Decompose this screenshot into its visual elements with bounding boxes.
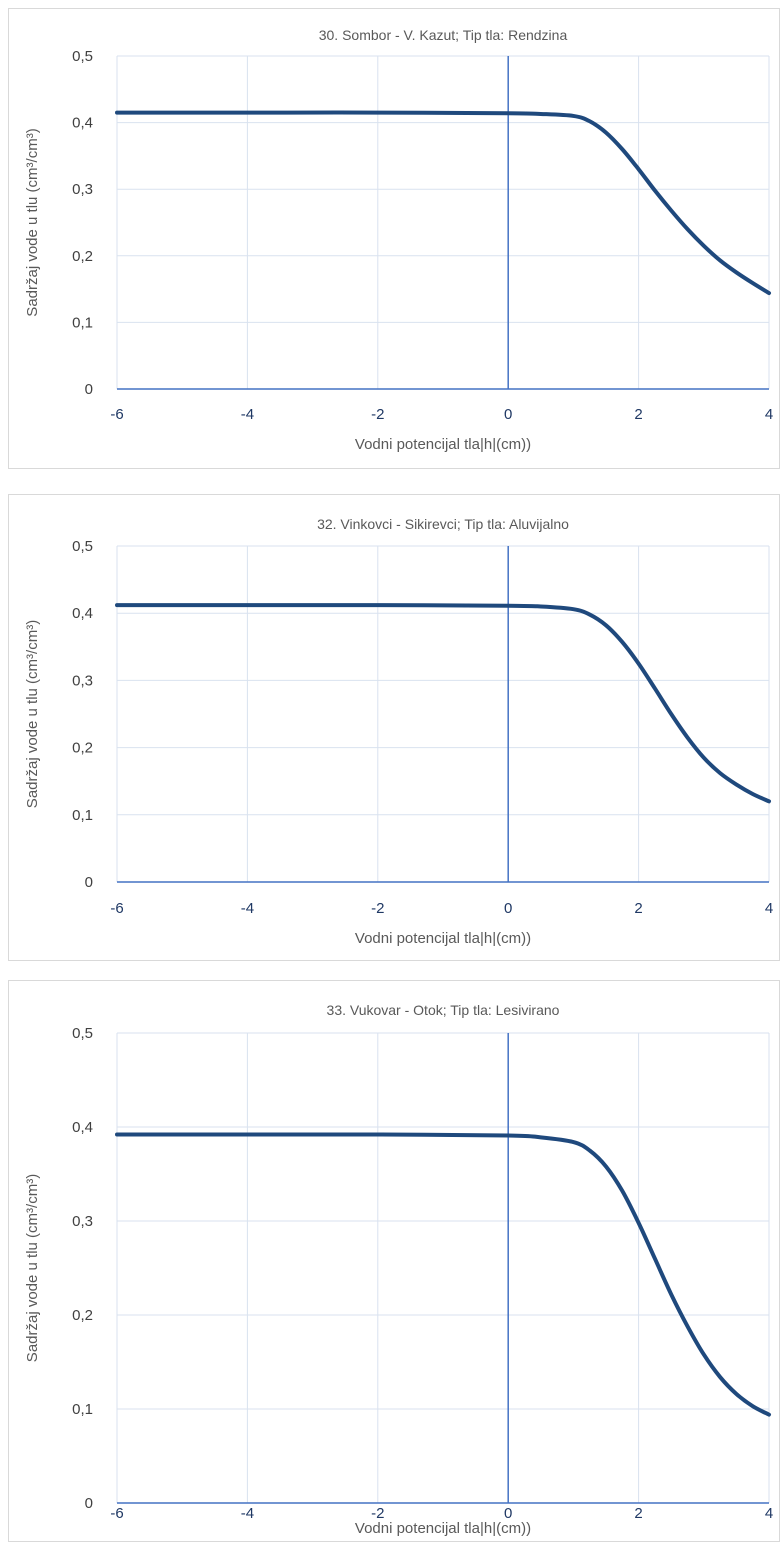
y-tick-label: 0,5 xyxy=(72,48,93,65)
x-tick-label: -2 xyxy=(371,1505,384,1522)
y-tick-label: 0,3 xyxy=(72,672,93,689)
y-tick-label: 0,5 xyxy=(72,1025,93,1042)
series-line xyxy=(115,603,771,804)
y-tick-label: 0,4 xyxy=(72,1119,93,1136)
x-tick-label: 4 xyxy=(765,1505,773,1522)
y-tick-label: 0,2 xyxy=(72,1307,93,1324)
y-tick-label: 0 xyxy=(85,381,93,398)
x-tick-label: -6 xyxy=(110,1505,123,1522)
chart-title: 30. Sombor - V. Kazut; Tip tla: Rendzina xyxy=(319,27,568,43)
y-tick-label: 0,2 xyxy=(72,740,93,757)
x-tick-label: 0 xyxy=(504,406,512,423)
series-line xyxy=(115,1132,771,1417)
x-tick-label: -6 xyxy=(110,406,123,423)
y-axis-label: Sadržaj vode u tlu (cm³/cm³) xyxy=(24,620,41,808)
x-tick-label: 2 xyxy=(634,1505,642,1522)
y-tick-label: 0,2 xyxy=(72,248,93,265)
y-tick-label: 0 xyxy=(85,874,93,891)
x-tick-label: 0 xyxy=(504,900,512,917)
x-tick-label: -6 xyxy=(110,900,123,917)
chart-panel-2: 32. Vinkovci - Sikirevci; Tip tla: Aluvi… xyxy=(8,494,780,961)
y-tick-label: 0,5 xyxy=(72,538,93,555)
x-tick-label: 4 xyxy=(765,900,773,917)
x-axis-label: Vodni potencijal tla|h|(cm)) xyxy=(355,436,531,453)
chart-2: 32. Vinkovci - Sikirevci; Tip tla: Aluvi… xyxy=(24,516,773,947)
chart-panel-3: 33. Vukovar - Otok; Tip tla: Lesivirano 0… xyxy=(8,980,780,1542)
y-axis-label: Sadržaj vode u tlu (cm³/cm³) xyxy=(24,1174,41,1362)
x-tick-label: 4 xyxy=(765,406,773,423)
x-tick-label: -2 xyxy=(371,406,384,423)
x-tick-label: -2 xyxy=(371,900,384,917)
y-tick-label: 0,4 xyxy=(72,605,93,622)
y-tick-label: 0 xyxy=(85,1495,93,1512)
y-tick-label: 0,3 xyxy=(72,181,93,198)
y-tick-label: 0,1 xyxy=(72,314,93,331)
y-tick-label: 0,4 xyxy=(72,115,93,132)
x-axis-label: Vodni potencijal tla|h|(cm)) xyxy=(355,930,531,947)
chart-title: 33. Vukovar - Otok; Tip tla: Lesivirano xyxy=(327,1002,560,1018)
x-tick-label: -4 xyxy=(241,900,254,917)
y-tick-label: 0,1 xyxy=(72,807,93,824)
y-tick-label: 0,3 xyxy=(72,1213,93,1230)
series-line xyxy=(115,110,771,296)
x-tick-label: 2 xyxy=(634,406,642,423)
y-axis-label: Sadržaj vode u tlu (cm³/cm³) xyxy=(24,128,41,316)
chart-panel-1: 30. Sombor - V. Kazut; Tip tla: Rendzina… xyxy=(8,8,780,469)
chart-1: 30. Sombor - V. Kazut; Tip tla: Rendzina… xyxy=(24,27,773,453)
x-tick-label: 0 xyxy=(504,1505,512,1522)
x-tick-label: 2 xyxy=(634,900,642,917)
chart-title: 32. Vinkovci - Sikirevci; Tip tla: Aluvi… xyxy=(317,516,569,532)
chart-3: 33. Vukovar - Otok; Tip tla: Lesivirano 0… xyxy=(24,1002,773,1537)
x-axis-label: Vodni potencijal tla|h|(cm)) xyxy=(355,1520,531,1537)
x-tick-label: -4 xyxy=(241,406,254,423)
y-tick-label: 0,1 xyxy=(72,1401,93,1418)
x-tick-label: -4 xyxy=(241,1505,254,1522)
